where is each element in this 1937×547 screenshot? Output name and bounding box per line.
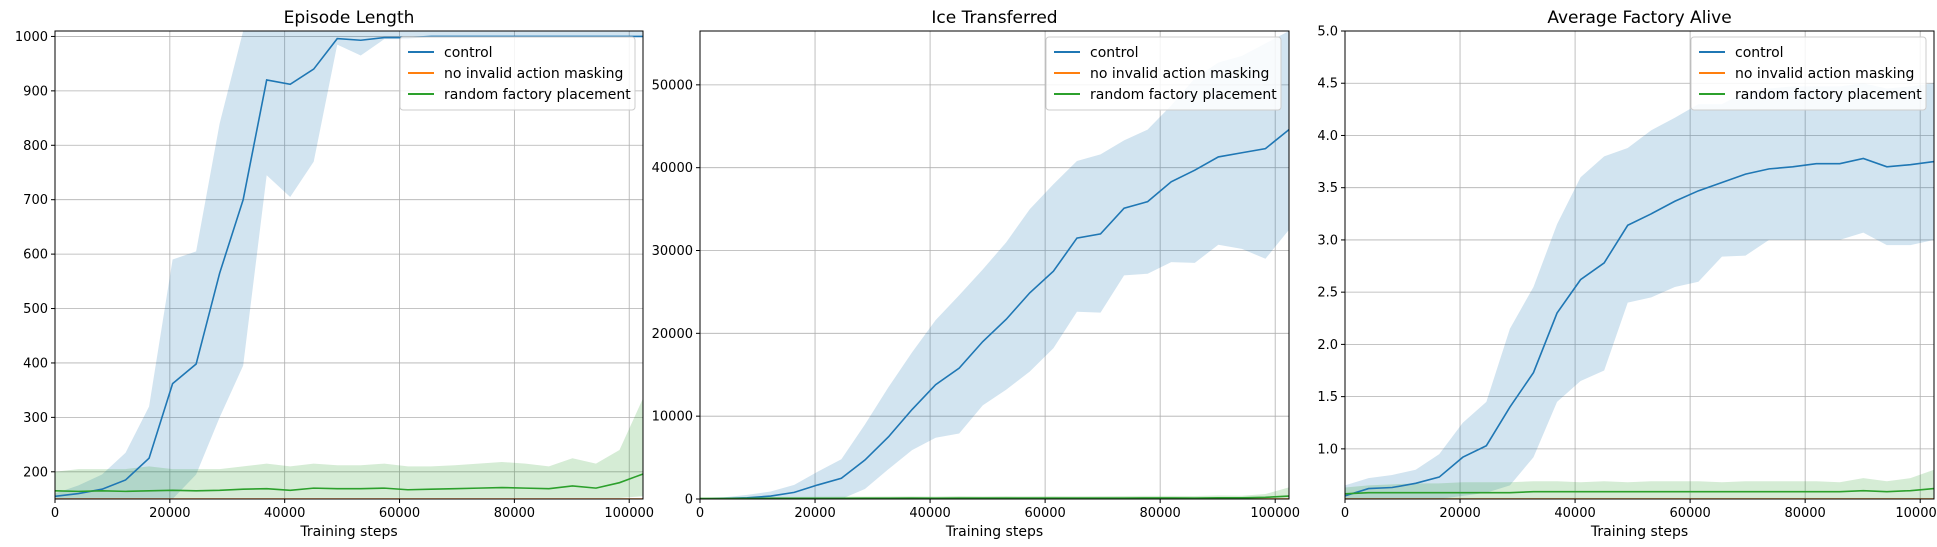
axes-frame [54,30,644,500]
y-tick-label: 800 [23,139,48,154]
x-tick-label: 60000 [379,506,420,521]
x-tick-label: 40000 [909,506,950,521]
x-tick-label: 80000 [494,506,535,521]
legend-label-0: control [444,45,493,61]
series-line-0 [55,35,643,498]
x-tick-label: 0 [696,506,704,521]
legend-box [1045,36,1282,111]
y-tick-label: 5.0 [1317,25,1338,40]
y-tick-label: 1.0 [1317,442,1338,457]
y-tick-label: 900 [23,84,48,99]
x-axis-label: Training steps [945,524,1043,540]
y-tick-label: 40000 [652,161,693,176]
x-tick-label: 40000 [1554,506,1595,521]
legend-box [399,36,636,111]
y-tick-label: 4.5 [1317,77,1338,92]
y-tick-label: 200 [23,465,48,480]
x-tick-label: 0 [51,506,59,521]
subplot-1: 0 20000 40000 60000 80000 100000 200 300 400 500 6… [15,8,654,540]
y-tick-label: 1000 [15,30,48,45]
legend-box [1690,36,1927,111]
y-tick-label: 10000 [652,410,693,425]
legend-label-2: random factory placement [1090,87,1277,103]
y-tick-label: 400 [23,356,48,371]
y-tick-label: 2.5 [1317,286,1338,301]
y-tick-label: 30000 [652,244,693,259]
legend-label-0: control [1735,45,1784,61]
x-tick-label: 20000 [149,506,190,521]
legend-label-1: no invalid action masking [1090,66,1269,82]
series-band-0 [1345,83,1934,499]
legend: control no invalid action masking random f… [1690,36,1927,111]
subplot-2: 0 20000 40000 60000 80000 100000 0 10000 20000 30… [652,8,1300,540]
legend-label-2: random factory placement [1735,87,1922,103]
series-band-2 [55,398,643,498]
legend-label-1: no invalid action masking [444,66,623,82]
y-tick-label: 700 [23,193,48,208]
legend: control no invalid action masking random f… [399,36,636,111]
y-tick-label: 3.0 [1317,233,1338,248]
y-tick-label: 1.5 [1317,390,1338,405]
axes-frame [699,30,1290,500]
series-line-2 [55,473,643,493]
legend: control no invalid action masking random f… [1045,36,1282,111]
x-tick-label: 100000 [1895,506,1937,521]
series-line-2 [700,495,1289,499]
x-tick-label: 60000 [1024,506,1065,521]
axes-frame [1344,30,1935,500]
series-band-0 [700,31,1289,499]
chart-title: Ice Transferred [931,8,1057,28]
x-tick-label: 80000 [1139,506,1180,521]
chart-title: Episode Length [284,8,415,28]
y-tick-label: 600 [23,248,48,263]
x-tick-label: 60000 [1669,506,1710,521]
series-line-0 [700,128,1289,499]
x-tick-label: 100000 [604,506,654,521]
subplot-3: 0 20000 40000 60000 80000 100000 1.0 1.5 2.0 2.5 3… [1317,8,1937,540]
chart-title: Average Factory Alive [1547,8,1731,28]
legend-label-2: random factory placement [444,87,631,103]
y-tick-label: 0 [685,493,693,508]
series-line-0 [1345,157,1934,497]
x-tick-label: 20000 [1439,506,1480,521]
series-band-0 [55,31,643,499]
x-tick-label: 100000 [1250,506,1300,521]
y-tick-label: 50000 [652,78,693,93]
x-axis-label: Training steps [1590,524,1688,540]
x-axis-label: Training steps [299,524,397,540]
series-line-2 [1345,487,1934,495]
y-tick-label: 2.0 [1317,338,1338,353]
series-band-2 [700,487,1289,499]
y-tick-label: 4.0 [1317,129,1338,144]
y-tick-label: 500 [23,302,48,317]
x-tick-label: 80000 [1784,506,1825,521]
y-tick-label: 3.5 [1317,181,1338,196]
legend-label-0: control [1090,45,1139,61]
y-tick-label: 300 [23,411,48,426]
legend-label-1: no invalid action masking [1735,66,1914,82]
x-tick-label: 40000 [264,506,305,521]
x-tick-label: 0 [1341,506,1349,521]
y-tick-label: 20000 [652,327,693,342]
x-tick-label: 20000 [794,506,835,521]
